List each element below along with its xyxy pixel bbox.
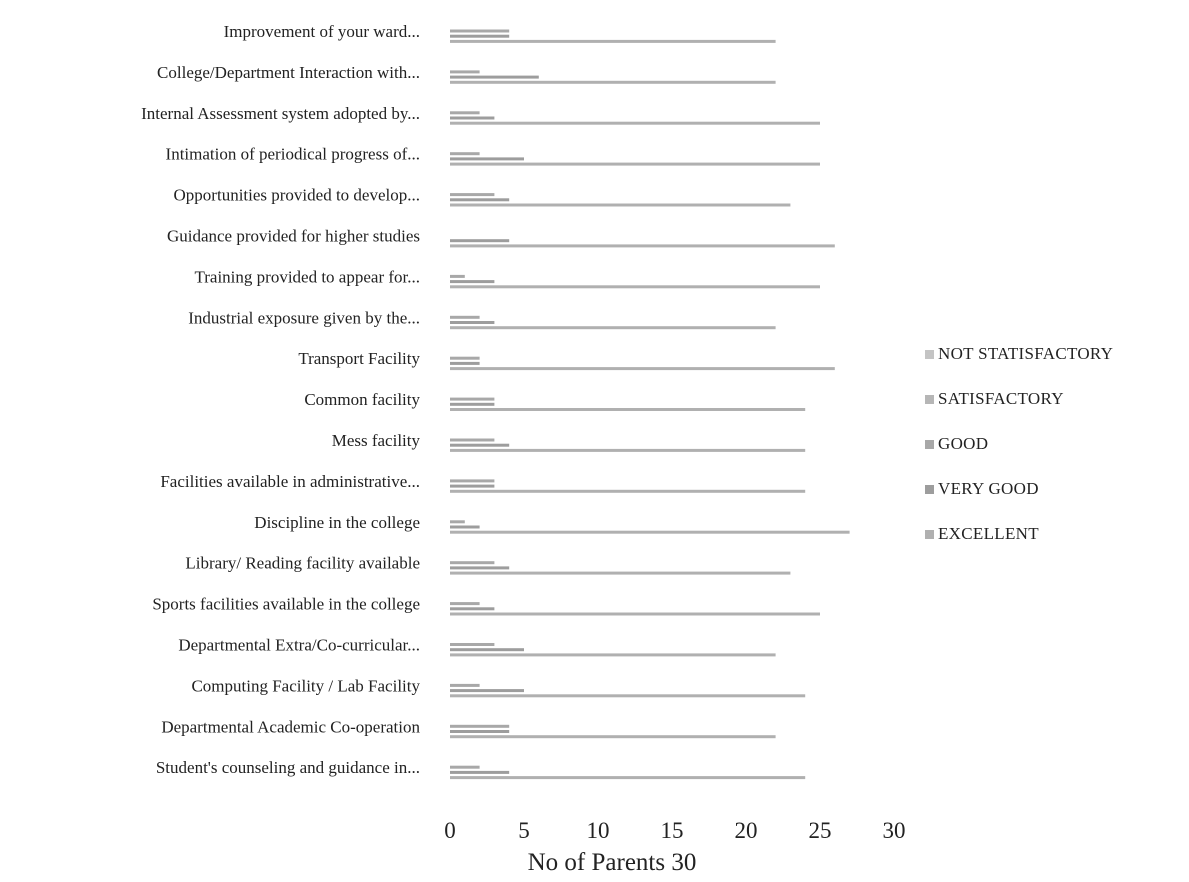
bar-very-good xyxy=(450,648,524,652)
bar-good xyxy=(450,29,510,33)
category-label: Facilities available in administrative..… xyxy=(160,472,420,491)
legend-swatch xyxy=(925,440,934,449)
bar-excellent xyxy=(450,326,776,330)
bar-excellent xyxy=(450,39,776,43)
bar-good xyxy=(450,274,465,278)
category-label: Opportunities provided to develop... xyxy=(174,186,420,205)
x-tick-label: 20 xyxy=(735,818,758,843)
legend-swatch xyxy=(925,395,934,404)
bar-very-good xyxy=(450,157,524,161)
bar-good xyxy=(450,193,495,197)
bar-very-good xyxy=(450,443,510,447)
bar-very-good xyxy=(450,75,539,79)
bar-very-good xyxy=(450,321,495,324)
x-tick-label: 10 xyxy=(587,818,610,843)
plot-area xyxy=(450,29,850,780)
bar-excellent xyxy=(450,776,806,780)
category-label: Discipline in the college xyxy=(254,513,420,532)
bar-excellent xyxy=(450,203,791,207)
legend-label: GOOD xyxy=(938,434,988,453)
bar-excellent xyxy=(450,694,806,698)
bar-good xyxy=(450,356,480,360)
legend-label: NOT STATISFACTORY xyxy=(938,344,1113,363)
bar-good xyxy=(450,70,480,74)
bar-excellent xyxy=(450,162,820,166)
bar-good xyxy=(450,561,495,565)
bar-very-good xyxy=(450,361,480,365)
bar-very-good xyxy=(450,280,495,284)
bar-excellent xyxy=(450,489,806,493)
bar-very-good xyxy=(450,198,510,202)
bar-good xyxy=(450,683,480,687)
bar-excellent xyxy=(450,571,791,575)
category-label: Internal Assessment system adopted by... xyxy=(141,104,420,123)
bar-excellent xyxy=(450,285,820,289)
bar-very-good xyxy=(450,770,510,774)
category-label: Intimation of periodical progress of... xyxy=(166,145,420,164)
legend: NOT STATISFACTORY SATISFACTORY GOOD VERY GO… xyxy=(925,344,1113,543)
bar-very-good xyxy=(450,402,495,406)
bar-excellent xyxy=(450,80,776,84)
category-label: Training provided to appear for... xyxy=(194,267,420,286)
bar-very-good xyxy=(450,566,510,570)
bar-very-good xyxy=(450,34,510,38)
legend-swatch xyxy=(925,485,934,494)
bar-excellent xyxy=(450,735,776,739)
bar-excellent xyxy=(450,530,850,534)
bar-good xyxy=(450,765,480,769)
bar-very-good xyxy=(450,730,510,733)
x-tick-label: 0 xyxy=(444,818,456,843)
legend-label: SATISFACTORY xyxy=(938,389,1064,408)
bar-excellent xyxy=(450,121,820,125)
bar-good xyxy=(450,397,495,401)
category-label: Departmental Extra/Co-curricular... xyxy=(178,636,420,655)
category-label: College/Department Interaction with... xyxy=(157,63,420,82)
bar-good xyxy=(450,152,480,156)
category-label: Departmental Academic Co-operation xyxy=(161,717,420,736)
bar-good xyxy=(450,315,480,319)
category-label: Student's counseling and guidance in... xyxy=(156,758,420,777)
x-axis-title: No of Parents 30 xyxy=(528,849,697,876)
category-label: Transport Facility xyxy=(298,349,420,368)
legend-label: EXCELLENT xyxy=(938,524,1039,543)
category-label: Library/ Reading facility available xyxy=(185,554,420,573)
bar-good xyxy=(450,111,480,115)
bar-good xyxy=(450,643,495,646)
bar-very-good xyxy=(450,484,495,488)
bar-very-good xyxy=(450,689,524,693)
bar-very-good xyxy=(450,116,495,120)
bar-very-good xyxy=(450,239,510,243)
bar-excellent xyxy=(450,612,820,616)
category-label: Mess facility xyxy=(332,431,421,450)
bar-excellent xyxy=(450,653,776,657)
bar-excellent xyxy=(450,448,806,452)
bar-excellent xyxy=(450,244,835,248)
legend-label: VERY GOOD xyxy=(938,479,1039,498)
x-tick-label: 15 xyxy=(661,818,684,843)
bar-excellent xyxy=(450,408,806,411)
category-label: Industrial exposure given by the... xyxy=(188,308,420,327)
bar-good xyxy=(450,724,510,728)
x-tick-label: 5 xyxy=(518,818,530,843)
legend-swatch xyxy=(925,530,934,539)
category-label: Guidance provided for higher studies xyxy=(167,227,420,246)
category-label: Sports facilities available in the colle… xyxy=(152,595,420,614)
x-tick-label: 25 xyxy=(809,818,832,843)
category-axis-labels: Improvement of your ward... College/Depar… xyxy=(141,22,420,777)
category-label: Common facility xyxy=(304,390,420,409)
bar-good xyxy=(450,479,495,483)
bar-excellent xyxy=(450,367,835,371)
legend-swatch xyxy=(925,350,934,359)
bar-good xyxy=(450,520,465,524)
bar-good xyxy=(450,602,480,606)
value-axis-ticks: 0 5 10 15 20 25 30 xyxy=(444,818,905,843)
bar-good xyxy=(450,438,495,442)
category-label: Computing Facility / Lab Facility xyxy=(191,676,420,695)
bar-very-good xyxy=(450,607,495,611)
category-label: Improvement of your ward... xyxy=(224,22,420,41)
x-tick-label: 30 xyxy=(883,818,906,843)
bar-very-good xyxy=(450,525,480,529)
